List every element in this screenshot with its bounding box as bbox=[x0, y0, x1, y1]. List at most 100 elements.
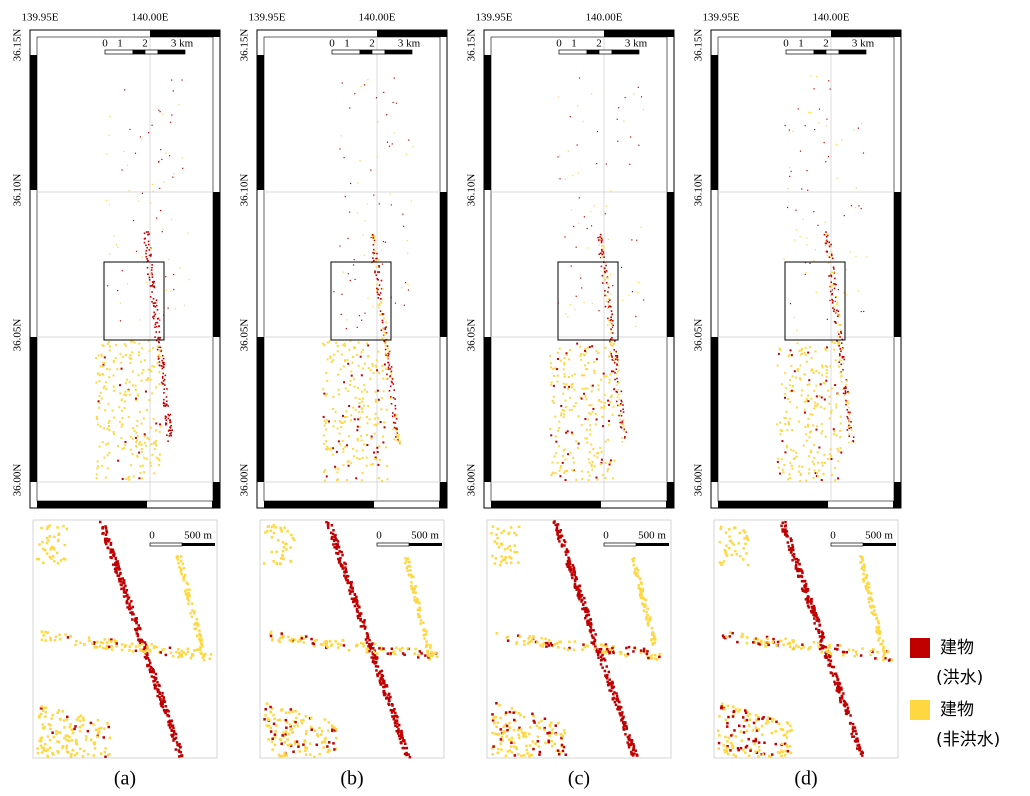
building bbox=[747, 738, 750, 741]
building bbox=[606, 676, 609, 679]
building bbox=[323, 471, 325, 473]
building bbox=[67, 751, 70, 754]
building bbox=[828, 275, 830, 277]
building bbox=[355, 645, 358, 648]
building bbox=[590, 413, 592, 415]
building bbox=[108, 425, 110, 427]
building bbox=[400, 443, 402, 445]
building bbox=[823, 473, 825, 475]
scale-label: 500 m bbox=[411, 530, 439, 542]
building bbox=[191, 609, 194, 612]
building bbox=[550, 721, 553, 724]
building bbox=[557, 646, 560, 649]
building bbox=[843, 388, 845, 390]
building bbox=[788, 421, 790, 423]
building bbox=[820, 640, 823, 643]
building bbox=[350, 590, 353, 593]
building bbox=[108, 420, 110, 422]
building bbox=[374, 238, 376, 240]
building bbox=[731, 554, 734, 557]
building bbox=[568, 376, 570, 378]
building bbox=[833, 428, 835, 430]
building bbox=[840, 364, 842, 366]
building bbox=[175, 651, 178, 654]
building bbox=[799, 575, 802, 578]
building bbox=[586, 429, 588, 431]
building bbox=[157, 322, 159, 324]
building bbox=[53, 736, 56, 739]
building bbox=[282, 558, 285, 561]
building bbox=[364, 363, 366, 365]
building bbox=[395, 416, 397, 418]
building bbox=[778, 353, 780, 355]
building bbox=[791, 390, 793, 392]
building bbox=[125, 354, 127, 356]
building bbox=[96, 736, 99, 739]
building bbox=[869, 654, 872, 657]
building bbox=[863, 569, 866, 572]
building bbox=[58, 634, 61, 637]
building bbox=[102, 441, 104, 443]
building bbox=[888, 659, 891, 662]
building bbox=[378, 304, 380, 306]
building bbox=[185, 582, 188, 585]
building bbox=[87, 730, 90, 733]
building bbox=[850, 425, 852, 427]
building bbox=[725, 636, 728, 639]
building bbox=[391, 711, 394, 714]
building bbox=[620, 653, 623, 656]
building bbox=[137, 456, 139, 458]
building bbox=[117, 445, 119, 447]
building bbox=[392, 412, 394, 414]
building bbox=[607, 277, 609, 279]
building bbox=[376, 291, 378, 293]
building bbox=[56, 712, 59, 715]
building bbox=[91, 642, 94, 645]
building bbox=[807, 424, 809, 426]
building bbox=[804, 401, 806, 403]
building bbox=[550, 384, 552, 386]
building bbox=[347, 238, 348, 239]
building bbox=[640, 581, 643, 584]
frame-bar bbox=[264, 501, 374, 508]
building bbox=[142, 465, 144, 467]
building bbox=[659, 653, 662, 656]
building bbox=[361, 391, 363, 393]
building bbox=[559, 348, 561, 350]
building bbox=[108, 646, 111, 649]
building bbox=[97, 423, 99, 425]
building bbox=[600, 234, 602, 236]
building bbox=[800, 647, 803, 650]
building bbox=[115, 569, 118, 572]
lon-label: 139.95E bbox=[22, 12, 59, 24]
building bbox=[177, 562, 180, 565]
building bbox=[395, 715, 398, 718]
building bbox=[403, 739, 406, 742]
building bbox=[840, 332, 842, 334]
building bbox=[93, 646, 96, 649]
building bbox=[830, 412, 832, 414]
building bbox=[113, 361, 115, 363]
building bbox=[612, 325, 614, 327]
building bbox=[868, 601, 871, 604]
building bbox=[630, 136, 631, 137]
building bbox=[500, 748, 503, 751]
building bbox=[876, 631, 879, 634]
building bbox=[571, 409, 573, 411]
building bbox=[163, 399, 165, 401]
building bbox=[102, 642, 105, 645]
building bbox=[350, 370, 352, 372]
building bbox=[163, 362, 165, 364]
building bbox=[814, 470, 816, 472]
building bbox=[348, 465, 350, 467]
building bbox=[576, 577, 579, 580]
building bbox=[110, 543, 113, 546]
building bbox=[150, 248, 151, 249]
building bbox=[537, 736, 540, 739]
frame-bar bbox=[484, 55, 491, 190]
building bbox=[538, 745, 541, 748]
building bbox=[834, 278, 836, 280]
building bbox=[138, 374, 140, 376]
lat-label: 36.10N bbox=[693, 174, 705, 207]
building bbox=[139, 411, 141, 413]
